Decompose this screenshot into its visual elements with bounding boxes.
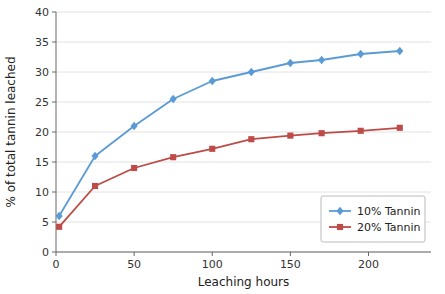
y-tick — [52, 132, 56, 133]
grid — [56, 12, 431, 252]
x-tick-label: 200 — [358, 258, 379, 271]
point — [209, 146, 215, 152]
y-tick — [52, 192, 56, 193]
y-tick-label: 25 — [35, 96, 49, 109]
legend-label: 20% Tannin — [357, 221, 421, 234]
grid-line — [56, 72, 431, 73]
y-tick — [52, 102, 56, 103]
point — [131, 165, 137, 171]
legend-marker — [336, 207, 343, 215]
point — [397, 125, 403, 131]
y-tick-label: 20 — [35, 126, 49, 139]
y-tick-label: 5 — [42, 216, 49, 229]
legend: 10% Tannin 20% Tannin — [321, 196, 425, 242]
x-tick — [212, 252, 213, 256]
point — [248, 68, 255, 76]
point — [248, 136, 254, 142]
y-tick-label: 10 — [35, 186, 49, 199]
legend-label: 10% Tannin — [357, 205, 421, 218]
grid-line — [56, 192, 431, 193]
y-axis-label: % of total tannin leached — [4, 56, 18, 207]
point — [56, 224, 62, 230]
point — [92, 183, 98, 189]
point — [358, 128, 364, 134]
point — [170, 154, 176, 160]
point — [318, 56, 325, 64]
y-tick-label: 35 — [35, 36, 49, 49]
y-tick-label: 30 — [35, 66, 49, 79]
y-tick-label: 40 — [35, 6, 49, 19]
grid-line — [56, 42, 431, 43]
point — [319, 130, 325, 136]
point — [396, 47, 403, 55]
grid-line — [56, 252, 431, 253]
series-line — [59, 51, 400, 216]
grid-line — [56, 132, 431, 133]
y-tick — [52, 72, 56, 73]
y-tick — [52, 12, 56, 13]
point — [287, 133, 293, 139]
y-tick — [52, 162, 56, 163]
point — [209, 77, 216, 85]
x-axis-label: Leaching hours — [198, 275, 290, 289]
x-tick-label: 100 — [202, 258, 223, 271]
point — [56, 212, 63, 220]
y-tick-label: 0 — [42, 246, 49, 259]
point — [91, 152, 98, 160]
y-tick — [52, 42, 56, 43]
x-tick — [290, 252, 291, 256]
point — [357, 50, 364, 58]
point — [170, 95, 177, 103]
y-tick — [52, 252, 56, 253]
chart: 0 5 10 15 20 25 30 35 40 0 50 100 150 200 Leaching hou… — [0, 0, 445, 294]
x-axis — [56, 252, 431, 253]
x-tick-label: 0 — [53, 258, 60, 271]
x-tick — [368, 252, 369, 256]
x-tick — [56, 252, 57, 256]
point — [131, 122, 138, 130]
y-tick-label: 15 — [35, 156, 49, 169]
y-tick — [52, 222, 56, 223]
legend-marker — [337, 224, 343, 230]
grid-line — [56, 12, 431, 13]
grid-line — [56, 162, 431, 163]
x-tick-label: 50 — [127, 258, 141, 271]
x-tick-label: 150 — [280, 258, 301, 271]
x-tick — [134, 252, 135, 256]
point — [287, 59, 294, 67]
legend-box — [321, 196, 425, 242]
grid-line — [56, 102, 431, 103]
